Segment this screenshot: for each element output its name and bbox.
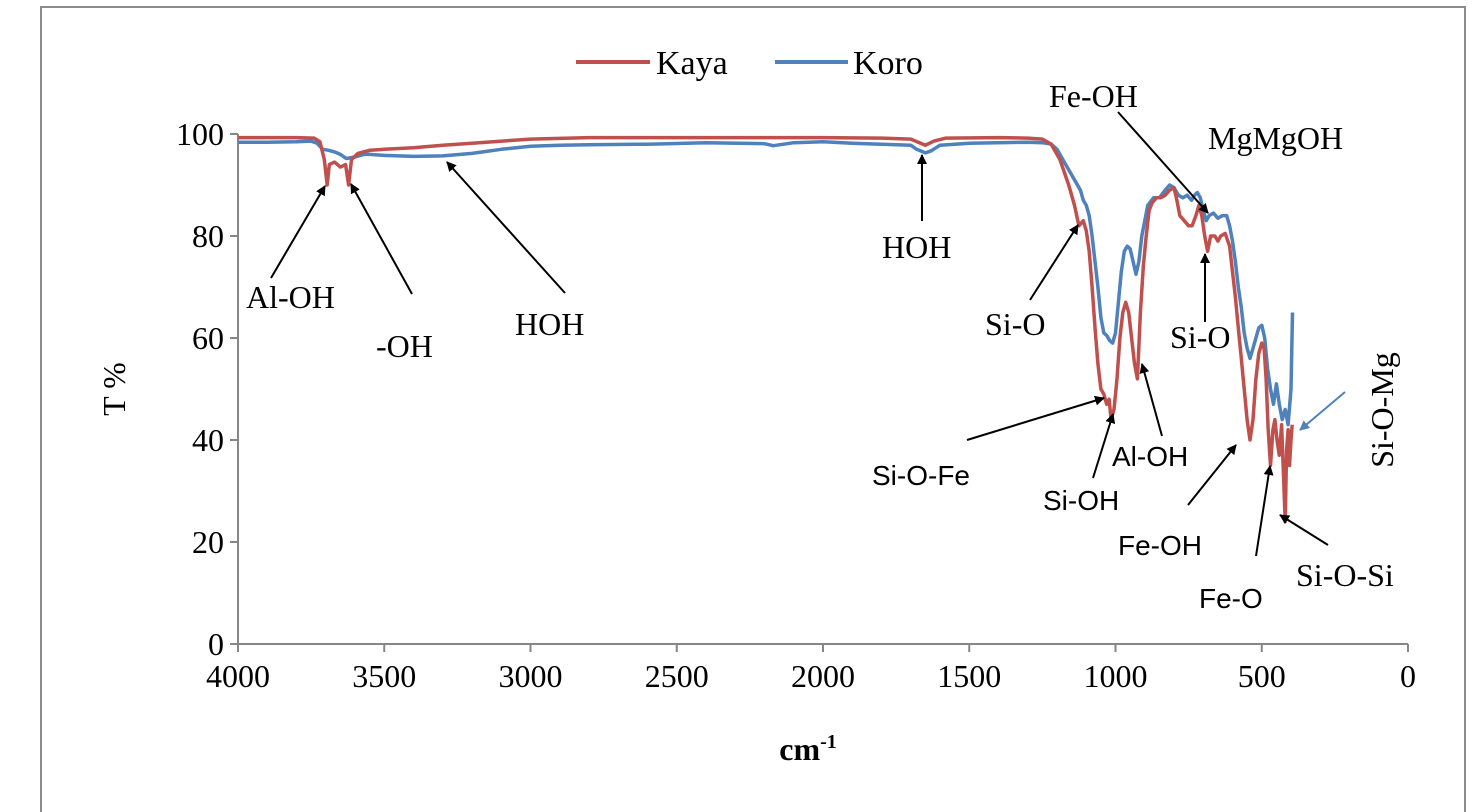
axes: 0 20 40 60 80 100 4000 3500 3000 2500 2000 1500 100…	[176, 116, 1416, 694]
arrow-si-oh	[1092, 413, 1116, 479]
label-si-o-fe: Si-O-Fe	[872, 460, 970, 491]
series-layer	[238, 135, 1295, 524]
y-tick-label: 60	[192, 320, 224, 356]
label-fe-oh-1: Fe-OH	[1049, 78, 1138, 114]
x-tick-label: 2500	[645, 658, 709, 694]
series-line-koro	[238, 139, 1295, 427]
arrow-al-oh-2	[1139, 363, 1163, 437]
y-tick-label: 0	[208, 626, 224, 662]
x-tick-label: 500	[1238, 658, 1286, 694]
label-al-oh-1: Al-OH	[246, 279, 335, 315]
label-si-o-si: Si-O-Si	[1296, 557, 1394, 593]
label-si-o-2: Si-O	[1170, 319, 1230, 355]
arrow-si-o-1	[1029, 224, 1079, 301]
x-axis-title-exponent: -1	[820, 731, 837, 753]
y-tick-label: 100	[176, 116, 224, 152]
arrow-si-o-fe	[966, 395, 1105, 441]
legend-label-koro: Koro	[853, 45, 923, 82]
x-tick-label: 3000	[499, 658, 563, 694]
arrow-si-o-mg	[1299, 391, 1346, 431]
series-line-kaya	[238, 135, 1294, 524]
arrow-oh	[350, 183, 413, 295]
label-fe-oh-2: Fe-OH	[1118, 530, 1202, 561]
x-tick-label: 2000	[791, 658, 855, 694]
arrow-fe-oh-2	[1187, 444, 1237, 506]
label-si-oh: Si-OH	[1043, 485, 1119, 516]
y-tick-label: 40	[192, 422, 224, 458]
x-axis-title: cm-1	[779, 731, 837, 767]
y-ticks: 0 20 40 60 80 100	[176, 116, 238, 662]
arrow-fe-oh-1	[1117, 111, 1209, 214]
label-hoh-2: HOH	[882, 229, 951, 265]
legend: Kaya Koro	[576, 45, 923, 82]
y-axis-title: T %	[96, 362, 132, 416]
x-tick-label: 1500	[937, 658, 1001, 694]
x-tick-label: 1000	[1084, 658, 1148, 694]
arrow-si-o-si	[1279, 514, 1329, 546]
legend-label-kaya: Kaya	[656, 45, 728, 82]
x-axis-title-unit: cm	[779, 731, 820, 767]
chart-frame	[40, 6, 1466, 812]
annotations: Al-OH -OH HOH HOH Fe-OH MgMgOH Si-O Si-O…	[246, 78, 1400, 614]
label-hoh-1: HOH	[515, 306, 584, 342]
label-al-oh-2: Al-OH	[1112, 441, 1188, 472]
label-fe-o: Fe-O	[1199, 583, 1263, 614]
label-mgmgoh: MgMgOH	[1208, 120, 1343, 156]
arrow-hoh-1	[446, 161, 566, 294]
x-tick-label: 4000	[206, 658, 270, 694]
x-ticks: 4000 3500 3000 2500 2000 1500 1000 500 0	[206, 644, 1416, 694]
x-tick-label: 0	[1400, 658, 1416, 694]
label-si-o-1: Si-O	[985, 306, 1045, 342]
y-tick-label: 20	[192, 524, 224, 560]
label-si-o-mg: Si-O-Mg	[1364, 352, 1400, 468]
arrow-fe-o	[1255, 465, 1274, 557]
label-oh: -OH	[376, 328, 433, 364]
y-tick-label: 80	[192, 218, 224, 254]
x-tick-label: 3500	[352, 658, 416, 694]
arrow-al-oh-1	[270, 185, 326, 279]
